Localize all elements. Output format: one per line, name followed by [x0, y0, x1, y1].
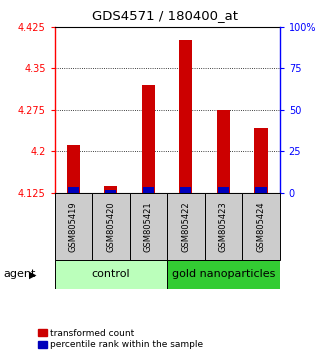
- Text: agent: agent: [3, 269, 36, 279]
- Bar: [254, 128, 267, 193]
- Bar: [167, 193, 205, 260]
- Bar: [217, 110, 230, 193]
- Bar: [130, 193, 167, 260]
- Text: GSM805422: GSM805422: [181, 201, 190, 252]
- Text: GSM805419: GSM805419: [69, 201, 78, 252]
- Bar: [179, 40, 193, 193]
- Text: GSM805423: GSM805423: [219, 201, 228, 252]
- Bar: [68, 187, 79, 193]
- Bar: [92, 193, 130, 260]
- Text: GSM805424: GSM805424: [257, 201, 265, 252]
- Text: GSM805421: GSM805421: [144, 201, 153, 252]
- Bar: [255, 187, 266, 193]
- Bar: [143, 187, 154, 193]
- Bar: [105, 190, 117, 193]
- Bar: [55, 193, 92, 260]
- Text: GDS4571 / 180400_at: GDS4571 / 180400_at: [92, 9, 239, 22]
- Bar: [180, 187, 192, 193]
- Bar: [167, 260, 280, 289]
- Bar: [218, 187, 229, 193]
- Bar: [205, 193, 242, 260]
- Text: GSM805420: GSM805420: [106, 201, 116, 252]
- Legend: transformed count, percentile rank within the sample: transformed count, percentile rank withi…: [38, 329, 203, 349]
- Text: gold nanoparticles: gold nanoparticles: [172, 269, 275, 279]
- Bar: [67, 145, 80, 193]
- Text: ▶: ▶: [29, 269, 37, 279]
- Bar: [142, 85, 155, 193]
- Bar: [55, 260, 167, 289]
- Text: control: control: [92, 269, 130, 279]
- Bar: [104, 186, 118, 193]
- Bar: [242, 193, 280, 260]
